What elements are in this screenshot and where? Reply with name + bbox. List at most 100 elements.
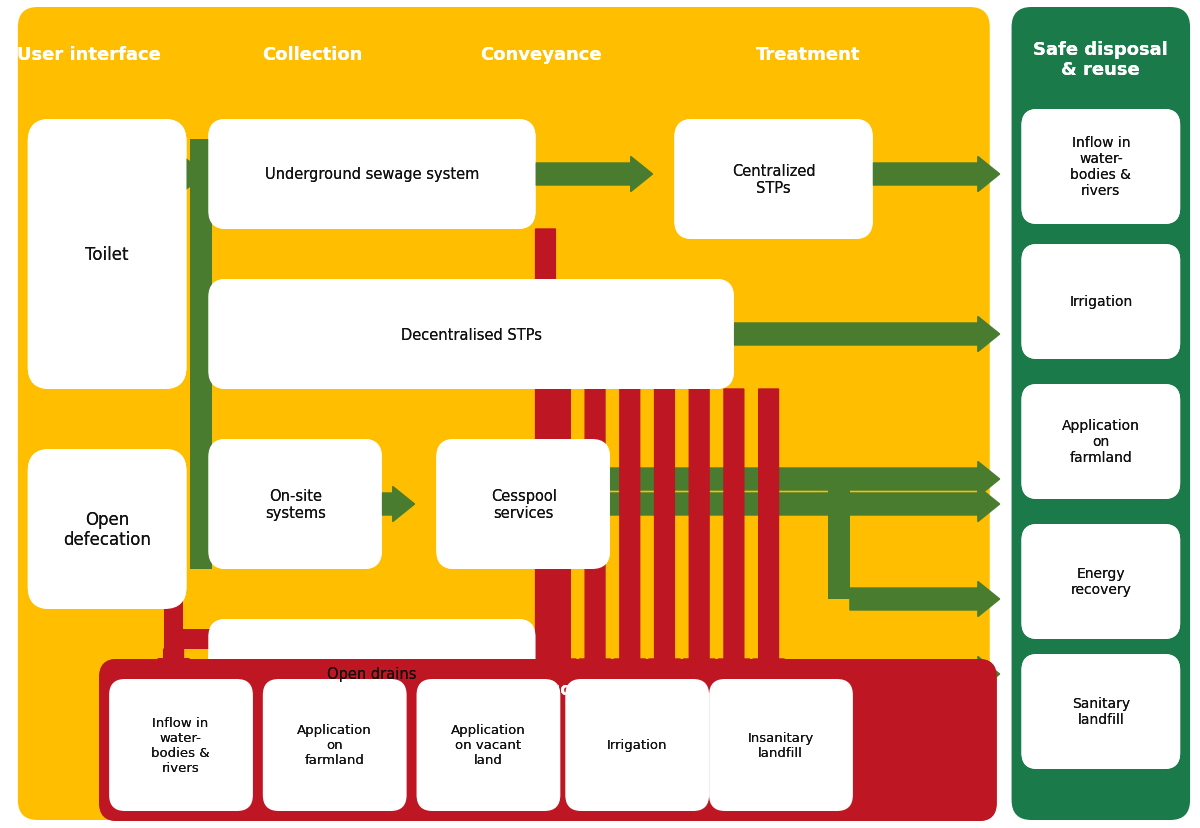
Text: User interface: User interface [17,46,161,64]
Text: Underground sewage system: Underground sewage system [265,167,479,182]
FancyBboxPatch shape [1021,110,1180,224]
Text: Collection: Collection [263,46,362,64]
Text: Cesspool
services: Cesspool services [491,489,557,521]
FancyBboxPatch shape [209,120,535,229]
Text: On-site
systems: On-site systems [265,489,326,521]
FancyBboxPatch shape [28,120,186,389]
Text: Inflow in
water-
bodies &
rivers: Inflow in water- bodies & rivers [1070,136,1132,198]
FancyArrow shape [718,389,750,683]
Text: Untreated dipsosal & reuse: Untreated dipsosal & reuse [420,680,677,698]
Text: Insanitary
landfill: Insanitary landfill [748,731,814,759]
Text: Inflow in
water-
bodies &
rivers: Inflow in water- bodies & rivers [151,716,210,774]
FancyBboxPatch shape [437,15,644,135]
Text: Irrigation: Irrigation [606,739,667,752]
FancyArrow shape [683,389,715,683]
FancyBboxPatch shape [109,679,253,811]
Text: Sanitary
landfill: Sanitary landfill [1072,696,1130,726]
FancyArrow shape [209,487,230,522]
Text: Application
on
farmland: Application on farmland [296,724,372,767]
FancyArrow shape [209,157,230,192]
FancyBboxPatch shape [1021,654,1180,769]
FancyArrow shape [209,317,230,352]
FancyArrow shape [186,157,209,192]
Text: Centralized
STPs: Centralized STPs [732,164,815,196]
FancyArrow shape [734,317,1000,352]
FancyArrow shape [535,157,653,192]
Bar [191,140,212,570]
FancyBboxPatch shape [416,679,560,811]
FancyBboxPatch shape [709,679,853,811]
FancyBboxPatch shape [209,619,535,729]
Text: Inflow in
water-
bodies &
rivers: Inflow in water- bodies & rivers [1070,136,1132,198]
Text: Application
on
farmland: Application on farmland [1062,418,1140,465]
Text: Irrigation: Irrigation [606,739,667,752]
FancyBboxPatch shape [209,15,416,135]
Text: Underground sewage system: Underground sewage system [265,167,479,182]
FancyArrow shape [529,229,562,683]
Text: Irrigation: Irrigation [1069,295,1133,309]
Text: User interface: User interface [17,46,161,64]
Bar [182,164,206,185]
FancyArrow shape [180,156,209,194]
FancyBboxPatch shape [1012,8,1190,820]
Text: Energy
recovery: Energy recovery [1070,566,1132,596]
Text: Open
defecation: Open defecation [64,510,151,549]
FancyBboxPatch shape [665,15,952,135]
FancyArrow shape [382,487,414,522]
Text: Untreated dipsosal & reuse: Untreated dipsosal & reuse [420,680,677,698]
Text: On-site
systems: On-site systems [265,489,326,521]
FancyArrow shape [850,582,1000,617]
FancyArrow shape [157,649,190,661]
FancyBboxPatch shape [565,679,709,811]
Text: Safe disposal
& reuse: Safe disposal & reuse [1033,41,1169,79]
FancyBboxPatch shape [100,659,997,821]
Text: Open drains: Open drains [328,667,416,681]
Text: Decentralised STPs: Decentralised STPs [401,327,541,342]
Text: Open drains: Open drains [328,667,416,681]
Text: Energy
recovery: Energy recovery [1070,566,1132,596]
FancyBboxPatch shape [28,450,186,609]
Text: Conveyance: Conveyance [480,46,601,64]
Bar [163,549,184,649]
Text: Application
on
farmland: Application on farmland [296,724,372,767]
Text: Decentralised STPs: Decentralised STPs [401,327,541,342]
FancyBboxPatch shape [565,679,709,811]
FancyBboxPatch shape [209,619,535,729]
FancyBboxPatch shape [1021,654,1180,769]
Text: Treatment: Treatment [756,46,860,64]
FancyBboxPatch shape [437,440,610,570]
FancyBboxPatch shape [209,280,734,389]
FancyBboxPatch shape [209,280,734,389]
FancyBboxPatch shape [1021,245,1180,359]
FancyBboxPatch shape [28,450,186,609]
FancyArrow shape [649,389,680,683]
Bar [182,164,204,185]
Text: Centralized
STPs: Centralized STPs [732,164,815,196]
FancyBboxPatch shape [437,440,610,570]
FancyArrow shape [610,462,1000,497]
Text: Safe disposal
& reuse: Safe disposal & reuse [1033,41,1169,79]
FancyBboxPatch shape [100,659,997,821]
Text: Application
on vacant
land: Application on vacant land [450,724,526,767]
FancyBboxPatch shape [674,120,872,240]
Text: Collection: Collection [263,46,362,64]
FancyBboxPatch shape [263,679,407,811]
FancyArrow shape [610,487,1000,522]
Text: Application
on
farmland: Application on farmland [1062,418,1140,465]
FancyArrow shape [580,389,611,683]
Text: Irrigation: Irrigation [1069,295,1133,309]
Text: Toilet: Toilet [85,246,128,263]
Bar [828,479,850,599]
Text: Treatment: Treatment [756,46,860,64]
Circle shape [191,164,212,185]
Text: Cesspool
services: Cesspool services [491,489,557,521]
Text: Toilet: Toilet [85,246,128,263]
FancyBboxPatch shape [18,8,990,820]
FancyBboxPatch shape [1021,245,1180,359]
FancyBboxPatch shape [263,679,407,811]
FancyBboxPatch shape [1021,384,1180,499]
FancyBboxPatch shape [28,120,186,389]
FancyBboxPatch shape [416,679,560,811]
Text: Open
defecation: Open defecation [64,510,151,549]
FancyArrow shape [545,389,576,683]
